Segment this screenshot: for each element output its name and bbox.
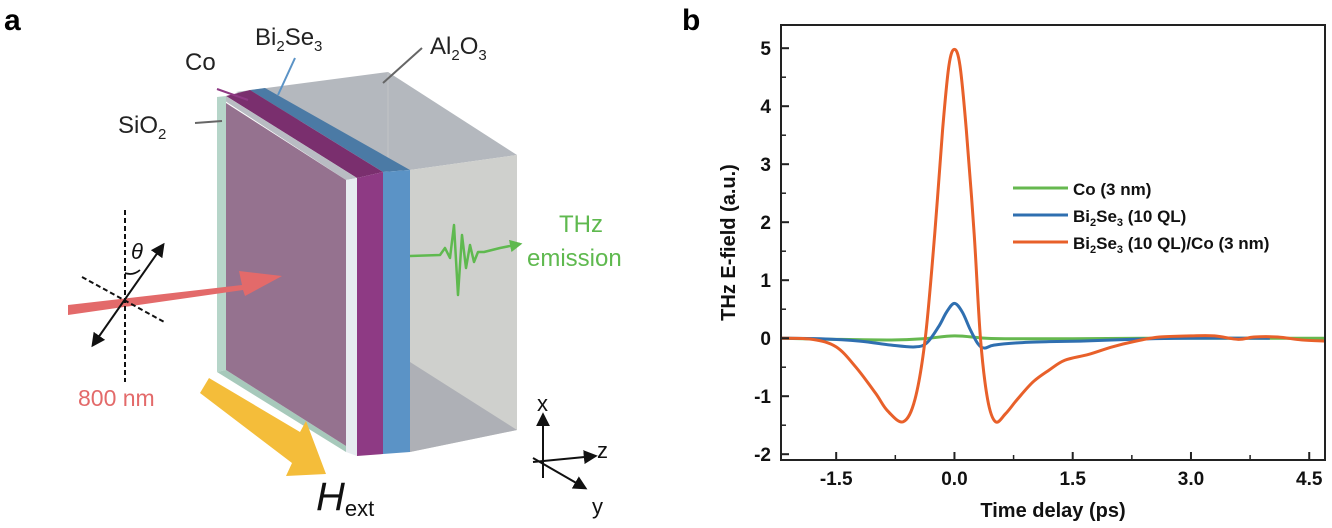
x-tick-label: -1.5 bbox=[820, 469, 853, 490]
bi2se3-label: Bi2Se3 bbox=[255, 24, 322, 55]
series-bi2se3-line bbox=[780, 301, 1270, 350]
legend-label: Bi2Se3 (10 QL) bbox=[1073, 207, 1186, 229]
y-tick-label: 1 bbox=[760, 271, 771, 292]
co-layer bbox=[357, 172, 383, 456]
x-axis-label: x bbox=[537, 391, 548, 416]
bi2se3-layer bbox=[383, 170, 410, 454]
gap-strip bbox=[346, 178, 357, 456]
al2o3-leader bbox=[382, 47, 423, 84]
angle-arc bbox=[124, 269, 141, 275]
legend-label: Bi2Se3 (10 QL)/Co (3 nm) bbox=[1073, 234, 1269, 256]
plot-frame bbox=[780, 24, 1326, 461]
co-label: Co bbox=[185, 49, 216, 76]
y-tick-label: 2 bbox=[760, 213, 771, 234]
y-axis-title: THz E-field (a.u.) bbox=[718, 164, 740, 321]
y-tick-label: 4 bbox=[760, 97, 771, 118]
x-tick-label: 0.0 bbox=[941, 469, 967, 490]
bi2se3-top bbox=[250, 88, 410, 172]
z-axis-label: z bbox=[597, 438, 608, 463]
sio2-bottom bbox=[217, 370, 346, 452]
theta-symbol: θ bbox=[131, 239, 143, 264]
bi2se3-leader bbox=[277, 57, 296, 96]
hext-arrow bbox=[200, 378, 326, 476]
series-bi2se3-co-line bbox=[780, 47, 1326, 424]
series-layer bbox=[780, 47, 1326, 424]
co-top bbox=[226, 90, 383, 178]
panel-label-b: b bbox=[682, 4, 700, 37]
chart: -1.5 0.0 1.5 3.0 4.5 -2 -1 0 1 2 3 4 5 Co (3 nm) Bi2S… bbox=[718, 24, 1326, 522]
al2o3-floor bbox=[410, 362, 517, 452]
x-tick-label: 1.5 bbox=[1059, 469, 1086, 490]
thz-pulse bbox=[409, 223, 523, 297]
y-axis-arrow bbox=[532, 457, 588, 490]
y-tick-label: 5 bbox=[760, 39, 771, 60]
legend: Co (3 nm) Bi2Se3 (10 QL) Bi2Se3 (10 QL)/Co… bbox=[1013, 180, 1269, 256]
y-tick-label: -2 bbox=[754, 445, 771, 466]
legend-label: Co (3 nm) bbox=[1073, 180, 1151, 199]
al2o3-right-face bbox=[410, 155, 517, 452]
x-tick-label: 4.5 bbox=[1296, 469, 1323, 490]
hext-label: Hext bbox=[316, 475, 374, 521]
y-tick-label: 3 bbox=[760, 155, 771, 176]
al2o3-label: Al2O3 bbox=[430, 33, 487, 64]
panel-label-a: a bbox=[4, 4, 21, 37]
thz-label: THz bbox=[559, 211, 603, 238]
gap-top bbox=[222, 96, 357, 180]
y-tick-label: -1 bbox=[754, 387, 771, 408]
panel-b: b -1.5 0.0 1.5 3.0 4.5 -2 -1 0 1 2 3 4 5 Co (3 nm) Bi… bbox=[682, 4, 1326, 522]
y-axis-label: y bbox=[592, 494, 603, 519]
panel-a: a Co Bi2Se3 Al2O3 SiO2 THz emission bbox=[4, 4, 622, 521]
pump-wavelength-label: 800 nm bbox=[78, 385, 155, 411]
ticks-layer: -1.5 0.0 1.5 3.0 4.5 -2 -1 0 1 2 3 4 5 bbox=[754, 39, 1323, 490]
co-leader bbox=[216, 88, 249, 101]
x-tick-label: 3.0 bbox=[1178, 469, 1204, 490]
sio2-label: SiO2 bbox=[118, 112, 166, 143]
z-axis-arrow bbox=[532, 450, 598, 465]
sio2-edge bbox=[217, 96, 226, 372]
substrate-face bbox=[226, 103, 346, 446]
polarization-arrow bbox=[91, 242, 165, 348]
sio2-leader bbox=[194, 120, 223, 124]
al2o3-top-face bbox=[236, 72, 517, 170]
x-axis-title: Time delay (ps) bbox=[980, 500, 1125, 522]
emission-label: emission bbox=[527, 245, 622, 272]
y-tick-label: 0 bbox=[760, 329, 771, 350]
